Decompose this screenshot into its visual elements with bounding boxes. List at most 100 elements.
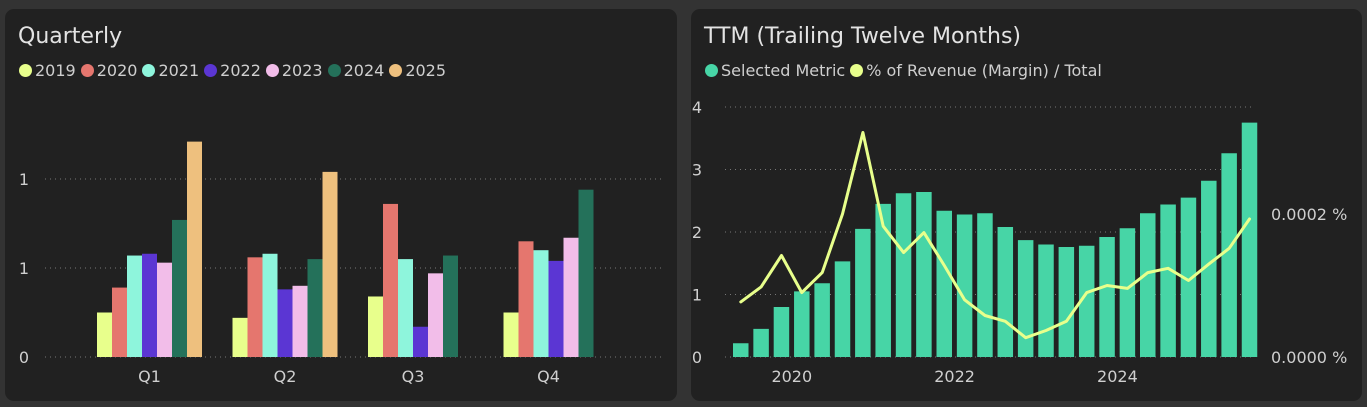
bar-Q4-2021	[533, 250, 549, 357]
legend-dot-icon	[19, 64, 32, 77]
ttm-bar	[916, 192, 932, 357]
legend-item-2025[interactable]: 2025	[389, 61, 446, 80]
bar-Q1-2019	[97, 312, 112, 357]
legend-item-2020[interactable]: 2020	[80, 61, 138, 80]
y-right-tick-label: 0.0002 %	[1271, 205, 1347, 224]
legend-label: 2020	[96, 61, 138, 80]
legend-dot-icon	[389, 64, 403, 77]
ttm-bar	[997, 227, 1014, 357]
x-tick-label-Q1: Q1	[138, 367, 161, 386]
legend-item-2024[interactable]: 2024	[327, 61, 385, 80]
bar-Q4-2020	[518, 241, 534, 357]
y-left-tick-label: 4	[692, 98, 702, 117]
ttm-legend: Selected Metric % of Revenue (Margin) / T…	[705, 61, 1107, 80]
bar-Q3-2020	[383, 203, 398, 357]
y-left-tick-label: 3	[692, 161, 702, 180]
x-tick-label-2024: 2024	[1097, 367, 1138, 386]
bar-Q1-2024	[172, 219, 187, 357]
ttm-bar	[956, 214, 973, 357]
ttm-bar	[1038, 244, 1054, 357]
ttm-bar	[834, 261, 851, 357]
legend-item-2023[interactable]: 2023	[265, 61, 323, 80]
ttm-bar	[895, 193, 912, 357]
y-left-tick-label: 1	[692, 286, 702, 305]
ttm-bar	[794, 291, 810, 357]
ttm-bar	[977, 213, 993, 357]
legend-label: 2021	[158, 61, 200, 80]
legend-dot-icon	[142, 64, 156, 77]
bar-Q1-2025	[187, 141, 202, 357]
ttm-bar	[814, 283, 830, 357]
ttm-bar	[875, 203, 891, 357]
bar-Q3-2021	[398, 259, 413, 357]
legend-dot-icon	[327, 64, 341, 77]
legend-dot-icon	[705, 64, 718, 77]
ttm-bar	[1241, 122, 1258, 357]
bar-Q3-2024	[443, 255, 458, 357]
bar-Q3-2022	[413, 326, 428, 357]
x-tick-label-Q4: Q4	[537, 367, 560, 386]
bar-Q1-2023	[157, 262, 172, 357]
ttm-title: TTM (Trailing Twelve Months)	[704, 24, 1022, 49]
bar-Q4-2022	[548, 260, 564, 357]
bar-Q1-2022	[142, 253, 157, 357]
y-tick-label: 1	[19, 259, 29, 278]
legend-item-selected-metric[interactable]: Selected Metric	[705, 61, 845, 80]
legend-label: % of Revenue (Margin) / Total	[866, 61, 1102, 80]
ttm-bar	[1201, 180, 1217, 357]
legend-item-2021[interactable]: 2021	[142, 61, 199, 80]
ttm-bar	[1099, 237, 1115, 357]
ttm-bar	[1058, 247, 1075, 357]
legend-dot-icon	[265, 64, 279, 77]
legend-label: 2024	[343, 61, 385, 80]
legend-dot-icon	[80, 64, 94, 77]
legend-item-2022[interactable]: 2022	[204, 61, 261, 80]
ttm-bar	[733, 343, 749, 357]
legend-dot-icon	[204, 64, 218, 77]
bar-Q1-2020	[112, 287, 127, 357]
ttm-bar	[1078, 245, 1095, 357]
ttm-combo-chart: 0 1 2 3 4 0.0000 % 0.0002 % 2020 2022 2024	[692, 98, 1347, 386]
bar-Q3-2019	[368, 296, 383, 357]
bar-Q2-2022	[277, 289, 293, 357]
margin-line	[739, 131, 1251, 340]
legend-label: Selected Metric	[721, 61, 846, 80]
y-tick-label: 0	[19, 348, 29, 367]
x-tick-label-Q2: Q2	[274, 367, 297, 386]
x-tick-label-2020: 2020	[771, 367, 812, 386]
quarterly-bar-chart: 0 1 1 Q1 Q2 Q3 Q4	[19, 141, 665, 386]
ttm-bar	[1119, 228, 1136, 357]
bar-Q3-2023	[428, 273, 443, 357]
y-tick-label: 1	[19, 170, 29, 189]
bar-Q4-2019	[503, 312, 519, 357]
legend-label: 2023	[281, 61, 323, 80]
y-right-tick-label: 0.0000 %	[1271, 348, 1347, 367]
ttm-bar	[1017, 240, 1034, 357]
x-tick-label-2022: 2022	[934, 367, 975, 386]
y-left-tick-label: 2	[692, 223, 702, 242]
legend-label: 2022	[220, 61, 261, 80]
bar-Q2-2020	[247, 257, 263, 357]
legend-label: 2019	[35, 61, 76, 80]
legend-item-margin[interactable]: % of Revenue (Margin) / Total	[850, 61, 1102, 80]
ttm-bar	[1140, 213, 1156, 357]
legend-label: 2025	[405, 61, 447, 80]
bar-Q2-2021	[262, 253, 278, 357]
legend-item-2019[interactable]: 2019	[19, 61, 76, 80]
bar-Q2-2024	[307, 259, 323, 357]
bar-Q4-2023	[563, 237, 579, 357]
ttm-bar	[773, 307, 790, 357]
bar-Q2-2023	[292, 285, 308, 357]
ttm-bar	[855, 228, 871, 357]
quarterly-title: Quarterly	[18, 24, 123, 49]
quarterly-panel: Quarterly 2019 2020 2021 2022 2023 2024 2025 0…	[5, 9, 677, 401]
ttm-bar	[1221, 153, 1237, 357]
ttm-bar	[936, 210, 952, 357]
ttm-panel: TTM (Trailing Twelve Months) Selected Me…	[691, 9, 1362, 401]
ttm-bar	[753, 328, 769, 357]
bar-Q2-2019	[232, 317, 248, 357]
bar-Q1-2021	[127, 255, 142, 357]
bar-Q2-2025	[322, 171, 338, 357]
quarterly-legend: 2019 2020 2021 2022 2023 2024 2025	[19, 61, 451, 80]
ttm-bar	[1180, 197, 1197, 357]
